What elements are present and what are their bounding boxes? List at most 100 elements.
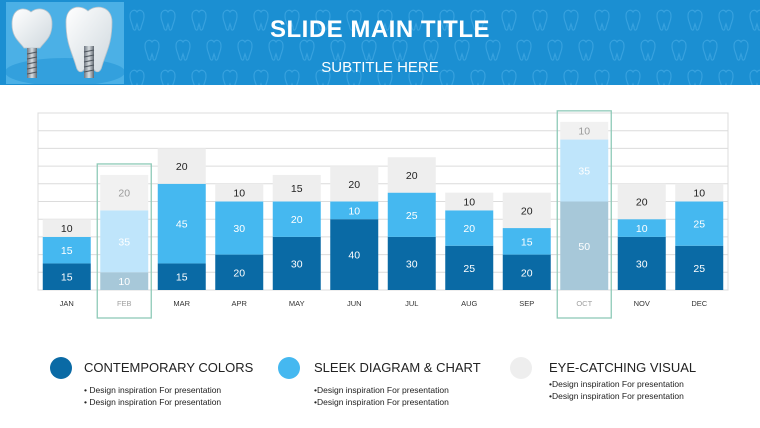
bar-segment	[330, 166, 379, 202]
data-label: 15	[291, 183, 303, 195]
slide-title: SLIDE MAIN TITLE	[270, 16, 490, 43]
stacked-bar-chart: 15 15 10 JAN 10 35 20 FEB 15 45 20 MAR 20 30 10 APR 30 20…	[37, 110, 729, 319]
bar-segment	[560, 139, 609, 202]
data-label: 20	[348, 179, 360, 191]
tooth-pattern-icon	[129, 69, 145, 85]
bar-segment	[42, 236, 91, 264]
highlight-frame	[96, 163, 152, 319]
legend-label: SLEEK DIAGRAM & CHART	[314, 360, 481, 375]
bar-segment	[445, 245, 494, 290]
data-label: 20	[463, 223, 475, 235]
x-tick-label: JUN	[347, 299, 362, 308]
tooth-pattern-icon	[485, 39, 501, 61]
x-tick-label: JUL	[405, 299, 418, 308]
x-tick-label: APR	[232, 299, 248, 308]
legend-bullet: •Design inspiration For presentation	[549, 391, 684, 401]
tooth-pattern-icon	[377, 9, 393, 31]
header-banner: SLIDE MAIN TITLE SUBTITLE HERE	[0, 0, 760, 85]
data-label: 25	[693, 263, 705, 275]
tooth-pattern-icon	[656, 9, 672, 31]
x-tick-label: FEB	[117, 299, 132, 308]
data-label: 20	[291, 214, 303, 226]
data-label: 25	[463, 263, 475, 275]
bar-segment	[100, 272, 149, 290]
bar-segment	[272, 236, 321, 290]
x-tick-label: NOV	[634, 299, 650, 308]
bar-segment	[387, 157, 436, 193]
tooth-pattern-icon	[749, 69, 760, 85]
tooth-pattern-icon	[501, 9, 517, 31]
x-tick-label: AUG	[461, 299, 477, 308]
tooth-pattern-icon	[687, 9, 703, 31]
tooth-pattern-icon	[206, 39, 222, 61]
bar-segment	[330, 219, 379, 290]
data-label: 10	[693, 188, 705, 200]
data-label: 25	[693, 219, 705, 231]
tooth-pattern-icon	[253, 9, 269, 31]
legend-item-eye-catching-visual: EYE-CATCHING VISUAL •Design inspiration …	[510, 357, 740, 413]
legend-item-contemporary-colors: CONTEMPORARY COLORS • Design inspiration…	[50, 357, 280, 413]
tooth-pattern-icon	[625, 9, 641, 31]
tooth-pattern-icon	[594, 69, 610, 85]
tooth-pattern-icon	[299, 39, 315, 61]
legend-dot-dark-blue	[50, 357, 72, 379]
tooth-pattern-icon	[718, 69, 734, 85]
data-label: 10	[61, 223, 73, 235]
tooth-pattern-icon	[563, 9, 579, 31]
tooth-pattern-icon	[284, 69, 300, 85]
data-label: 15	[61, 272, 73, 284]
tooth-pattern-icon	[594, 9, 610, 31]
legend-dot-light-blue	[278, 357, 300, 379]
tooth-pattern-icon	[377, 69, 393, 85]
tooth-pattern-icon	[175, 39, 191, 61]
legend-bullet: •Design inspiration For presentation	[314, 385, 449, 395]
legend-label: EYE-CATCHING VISUAL	[549, 360, 697, 375]
tooth-pattern-icon	[191, 69, 207, 85]
x-tick-label: OCT	[576, 299, 592, 308]
bar-segment	[502, 254, 551, 290]
bar-segment	[502, 228, 551, 255]
bar-segment	[387, 192, 436, 237]
slide-subtitle: SUBTITLE HERE	[321, 59, 439, 76]
bar-segment	[617, 236, 666, 290]
tooth-pattern-icon	[671, 39, 687, 61]
data-label: 50	[578, 241, 590, 253]
bar-segment	[157, 183, 206, 264]
bar-segment	[215, 183, 264, 202]
tooth-pattern-icon	[532, 9, 548, 31]
data-label: 40	[348, 250, 360, 262]
tooth-pattern-icon	[222, 69, 238, 85]
tooth-pattern-icon	[330, 39, 346, 61]
tooth-pattern-icon	[408, 9, 424, 31]
data-label: 30	[636, 258, 648, 270]
data-label: 10	[578, 126, 590, 138]
bar-segment	[560, 201, 609, 290]
data-label: 35	[118, 236, 130, 248]
x-tick-label: MAY	[289, 299, 305, 308]
data-label: 20	[406, 170, 418, 182]
tooth-pattern-icon	[578, 39, 594, 61]
legend-bullet: • Design inspiration For presentation	[84, 385, 222, 395]
tooth-pattern-icon	[454, 39, 470, 61]
data-label: 20	[521, 267, 533, 279]
bar-segment	[617, 183, 666, 220]
tooth-pattern-icon	[423, 39, 439, 61]
tooth-pattern-icon	[392, 39, 408, 61]
tooth-pattern-icon	[687, 69, 703, 85]
tooth-pattern-icon	[144, 39, 160, 61]
dental-implant-image	[6, 2, 124, 84]
tooth-pattern-icon	[439, 9, 455, 31]
data-label: 10	[233, 188, 245, 200]
tooth-pattern-icon	[547, 39, 563, 61]
tooth-pattern-icon	[346, 9, 362, 31]
bar-segment	[42, 219, 91, 237]
tooth-pattern-icon	[501, 69, 517, 85]
tooth-pattern-icon	[160, 9, 176, 31]
tooth-pattern-icon	[361, 39, 377, 61]
tooth-pattern-icon	[237, 39, 253, 61]
bar-segment	[617, 219, 666, 237]
bar-segment	[445, 210, 494, 246]
tooth-pattern-icon	[749, 9, 760, 31]
tooth-pattern-icon	[718, 9, 734, 31]
tooth-pattern-icon	[315, 69, 331, 85]
